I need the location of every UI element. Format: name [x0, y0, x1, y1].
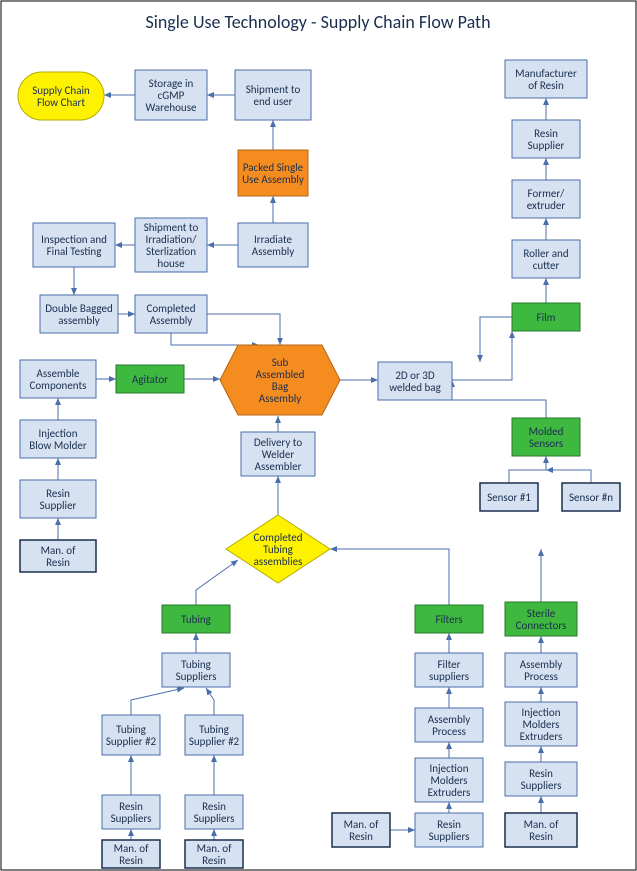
- svg-text:Process: Process: [432, 725, 466, 738]
- node-resin-supp-l: ResinSupplier: [20, 480, 96, 518]
- svg-text:Resin: Resin: [349, 830, 373, 843]
- svg-text:Supplier: Supplier: [40, 499, 77, 512]
- svg-text:suppliers: suppliers: [429, 670, 469, 683]
- svg-text:Agitator: Agitator: [132, 373, 168, 386]
- flowchart-canvas: Single Use Technology - Supply Chain Flo…: [0, 0, 637, 871]
- node-flowchart: Supply ChainFlow Chart: [18, 72, 104, 120]
- svg-text:Extruders: Extruders: [520, 730, 563, 743]
- node-man-resin-a: Man. ofResin: [102, 840, 160, 868]
- node-man-resin-r2: Man. ofResin: [505, 813, 577, 847]
- svg-text:Resin: Resin: [46, 556, 70, 569]
- svg-text:Supplier #2: Supplier #2: [106, 735, 157, 748]
- node-resin-sb: ResinSuppliers: [185, 795, 243, 829]
- node-resin-supp-r2: ResinSuppliers: [505, 762, 577, 796]
- svg-text:welded bag: welded bag: [389, 381, 441, 394]
- svg-text:Assembly: Assembly: [150, 314, 193, 327]
- svg-text:of Resin: of Resin: [528, 79, 564, 92]
- node-filters: Filters: [415, 605, 483, 633]
- svg-text:Suppliers: Suppliers: [521, 779, 562, 792]
- node-inj-blow: InjectionBlow Molder: [20, 420, 96, 458]
- svg-text:Suppliers: Suppliers: [194, 812, 235, 825]
- node-welded: 2D or 3Dwelded bag: [378, 362, 452, 400]
- node-packed: Packed SingleUse Assembly: [238, 150, 308, 196]
- diagram-title: Single Use Technology - Supply Chain Flo…: [145, 11, 490, 33]
- node-asm-proc-r: AssemblyProcess: [505, 653, 577, 687]
- node-resin-supp-r: ResinSupplier: [512, 120, 580, 158]
- svg-text:Assembler: Assembler: [255, 460, 302, 473]
- svg-text:Connectors: Connectors: [516, 619, 567, 632]
- node-roller: Roller andcutter: [512, 240, 580, 278]
- node-sterile: SterileConnectors: [505, 602, 577, 636]
- svg-text:Film: Film: [537, 311, 556, 324]
- node-filt-supp: Filtersuppliers: [415, 653, 483, 687]
- svg-text:Assembly: Assembly: [252, 245, 295, 258]
- svg-text:Suppliers: Suppliers: [111, 812, 152, 825]
- node-resin-supp-f: ResinSuppliers: [415, 813, 483, 847]
- svg-text:house: house: [157, 257, 185, 270]
- node-sensor1: Sensor #1: [480, 483, 538, 511]
- svg-text:Process: Process: [524, 670, 558, 683]
- node-sub: SubAssembledBagAssembly: [220, 345, 340, 415]
- svg-text:Blow Molder: Blow Molder: [29, 439, 87, 452]
- node-molded: MoldedSensors: [512, 418, 580, 456]
- node-storage: Storage incGMPWarehouse: [135, 70, 207, 120]
- svg-text:Flow Chart: Flow Chart: [37, 96, 85, 109]
- node-tub-supp: TubingSuppliers: [162, 653, 230, 687]
- node-tub-s2a: TubingSupplier #2: [102, 715, 160, 755]
- node-man-resin-l: Man. ofResin: [20, 540, 96, 572]
- node-tubing: Tubing: [162, 605, 230, 633]
- node-inj-mold-f: InjectionMoldersExtruders: [415, 758, 483, 802]
- svg-text:extruder: extruder: [527, 199, 566, 212]
- node-ship-irr: Shipment toIrradiation/Sterlizationhouse: [135, 218, 207, 272]
- svg-text:Suppliers: Suppliers: [429, 830, 470, 843]
- svg-text:Sensor #1: Sensor #1: [487, 491, 531, 504]
- svg-text:assembly: assembly: [58, 314, 99, 327]
- svg-text:Supplier #2: Supplier #2: [189, 735, 240, 748]
- node-irradiate: IrradiateAssembly: [238, 223, 308, 267]
- node-man-resin-f: Man. ofResin: [332, 813, 390, 847]
- node-man-resin-b: Man. ofResin: [185, 840, 243, 868]
- node-ship-end: Shipment toend user: [235, 70, 311, 120]
- svg-text:Extruders: Extruders: [428, 786, 471, 799]
- svg-text:cutter: cutter: [533, 259, 560, 272]
- svg-text:Sensors: Sensors: [529, 437, 563, 450]
- node-double: Double Baggedassembly: [40, 295, 118, 333]
- node-tub-s2b: TubingSupplier #2: [185, 715, 243, 755]
- node-asm-proc-f: AssemblyProcess: [415, 708, 483, 742]
- svg-text:Sensor #n: Sensor #n: [569, 491, 613, 504]
- node-film: Film: [512, 303, 580, 331]
- node-assemble: AssembleComponents: [20, 360, 96, 398]
- svg-text:Components: Components: [30, 379, 87, 392]
- svg-text:Resin: Resin: [529, 830, 553, 843]
- svg-text:Resin: Resin: [202, 854, 226, 867]
- svg-text:Suppliers: Suppliers: [176, 670, 217, 683]
- svg-text:Resin: Resin: [119, 854, 143, 867]
- svg-text:Filters: Filters: [435, 613, 462, 626]
- node-inspect: Inspection andFinal Testing: [33, 223, 115, 267]
- svg-text:Supplier: Supplier: [528, 139, 565, 152]
- svg-text:Warehouse: Warehouse: [146, 101, 197, 114]
- node-agitator: Agitator: [116, 365, 184, 393]
- node-man-resin-r: Manufacturerof Resin: [505, 60, 587, 98]
- svg-text:Assembly: Assembly: [259, 392, 302, 405]
- node-resin-sa: ResinSuppliers: [102, 795, 160, 829]
- svg-text:Use Assembly: Use Assembly: [242, 173, 304, 186]
- node-delivery: Delivery toWelderAssembler: [241, 432, 315, 476]
- svg-text:assemblies: assemblies: [254, 555, 303, 568]
- svg-text:end user: end user: [254, 95, 293, 108]
- node-former: Former/extruder: [512, 180, 580, 218]
- svg-text:Final Testing: Final Testing: [47, 245, 102, 258]
- node-completed: CompletedAssembly: [135, 295, 207, 333]
- node-sensorn: Sensor #n: [562, 483, 620, 511]
- node-inj-mold-r: InjectionMoldersExtruders: [505, 702, 577, 746]
- svg-text:Tubing: Tubing: [181, 613, 211, 626]
